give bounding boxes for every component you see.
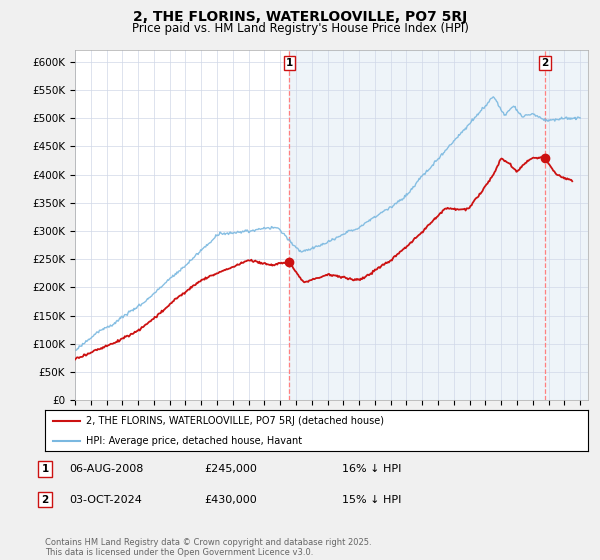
Text: 2: 2 bbox=[41, 494, 49, 505]
Text: 06-AUG-2008: 06-AUG-2008 bbox=[69, 464, 143, 474]
Text: £430,000: £430,000 bbox=[204, 494, 257, 505]
Text: 1: 1 bbox=[41, 464, 49, 474]
Text: 2: 2 bbox=[541, 58, 548, 68]
Text: 03-OCT-2024: 03-OCT-2024 bbox=[69, 494, 142, 505]
Text: Price paid vs. HM Land Registry's House Price Index (HPI): Price paid vs. HM Land Registry's House … bbox=[131, 22, 469, 35]
Text: 1: 1 bbox=[286, 58, 293, 68]
Text: Contains HM Land Registry data © Crown copyright and database right 2025.
This d: Contains HM Land Registry data © Crown c… bbox=[45, 538, 371, 557]
Text: HPI: Average price, detached house, Havant: HPI: Average price, detached house, Hava… bbox=[86, 436, 302, 446]
Polygon shape bbox=[289, 50, 588, 400]
Text: £245,000: £245,000 bbox=[204, 464, 257, 474]
Text: 2, THE FLORINS, WATERLOOVILLE, PO7 5RJ (detached house): 2, THE FLORINS, WATERLOOVILLE, PO7 5RJ (… bbox=[86, 416, 384, 426]
Text: 2, THE FLORINS, WATERLOOVILLE, PO7 5RJ: 2, THE FLORINS, WATERLOOVILLE, PO7 5RJ bbox=[133, 10, 467, 24]
Text: 16% ↓ HPI: 16% ↓ HPI bbox=[342, 464, 401, 474]
Text: 15% ↓ HPI: 15% ↓ HPI bbox=[342, 494, 401, 505]
